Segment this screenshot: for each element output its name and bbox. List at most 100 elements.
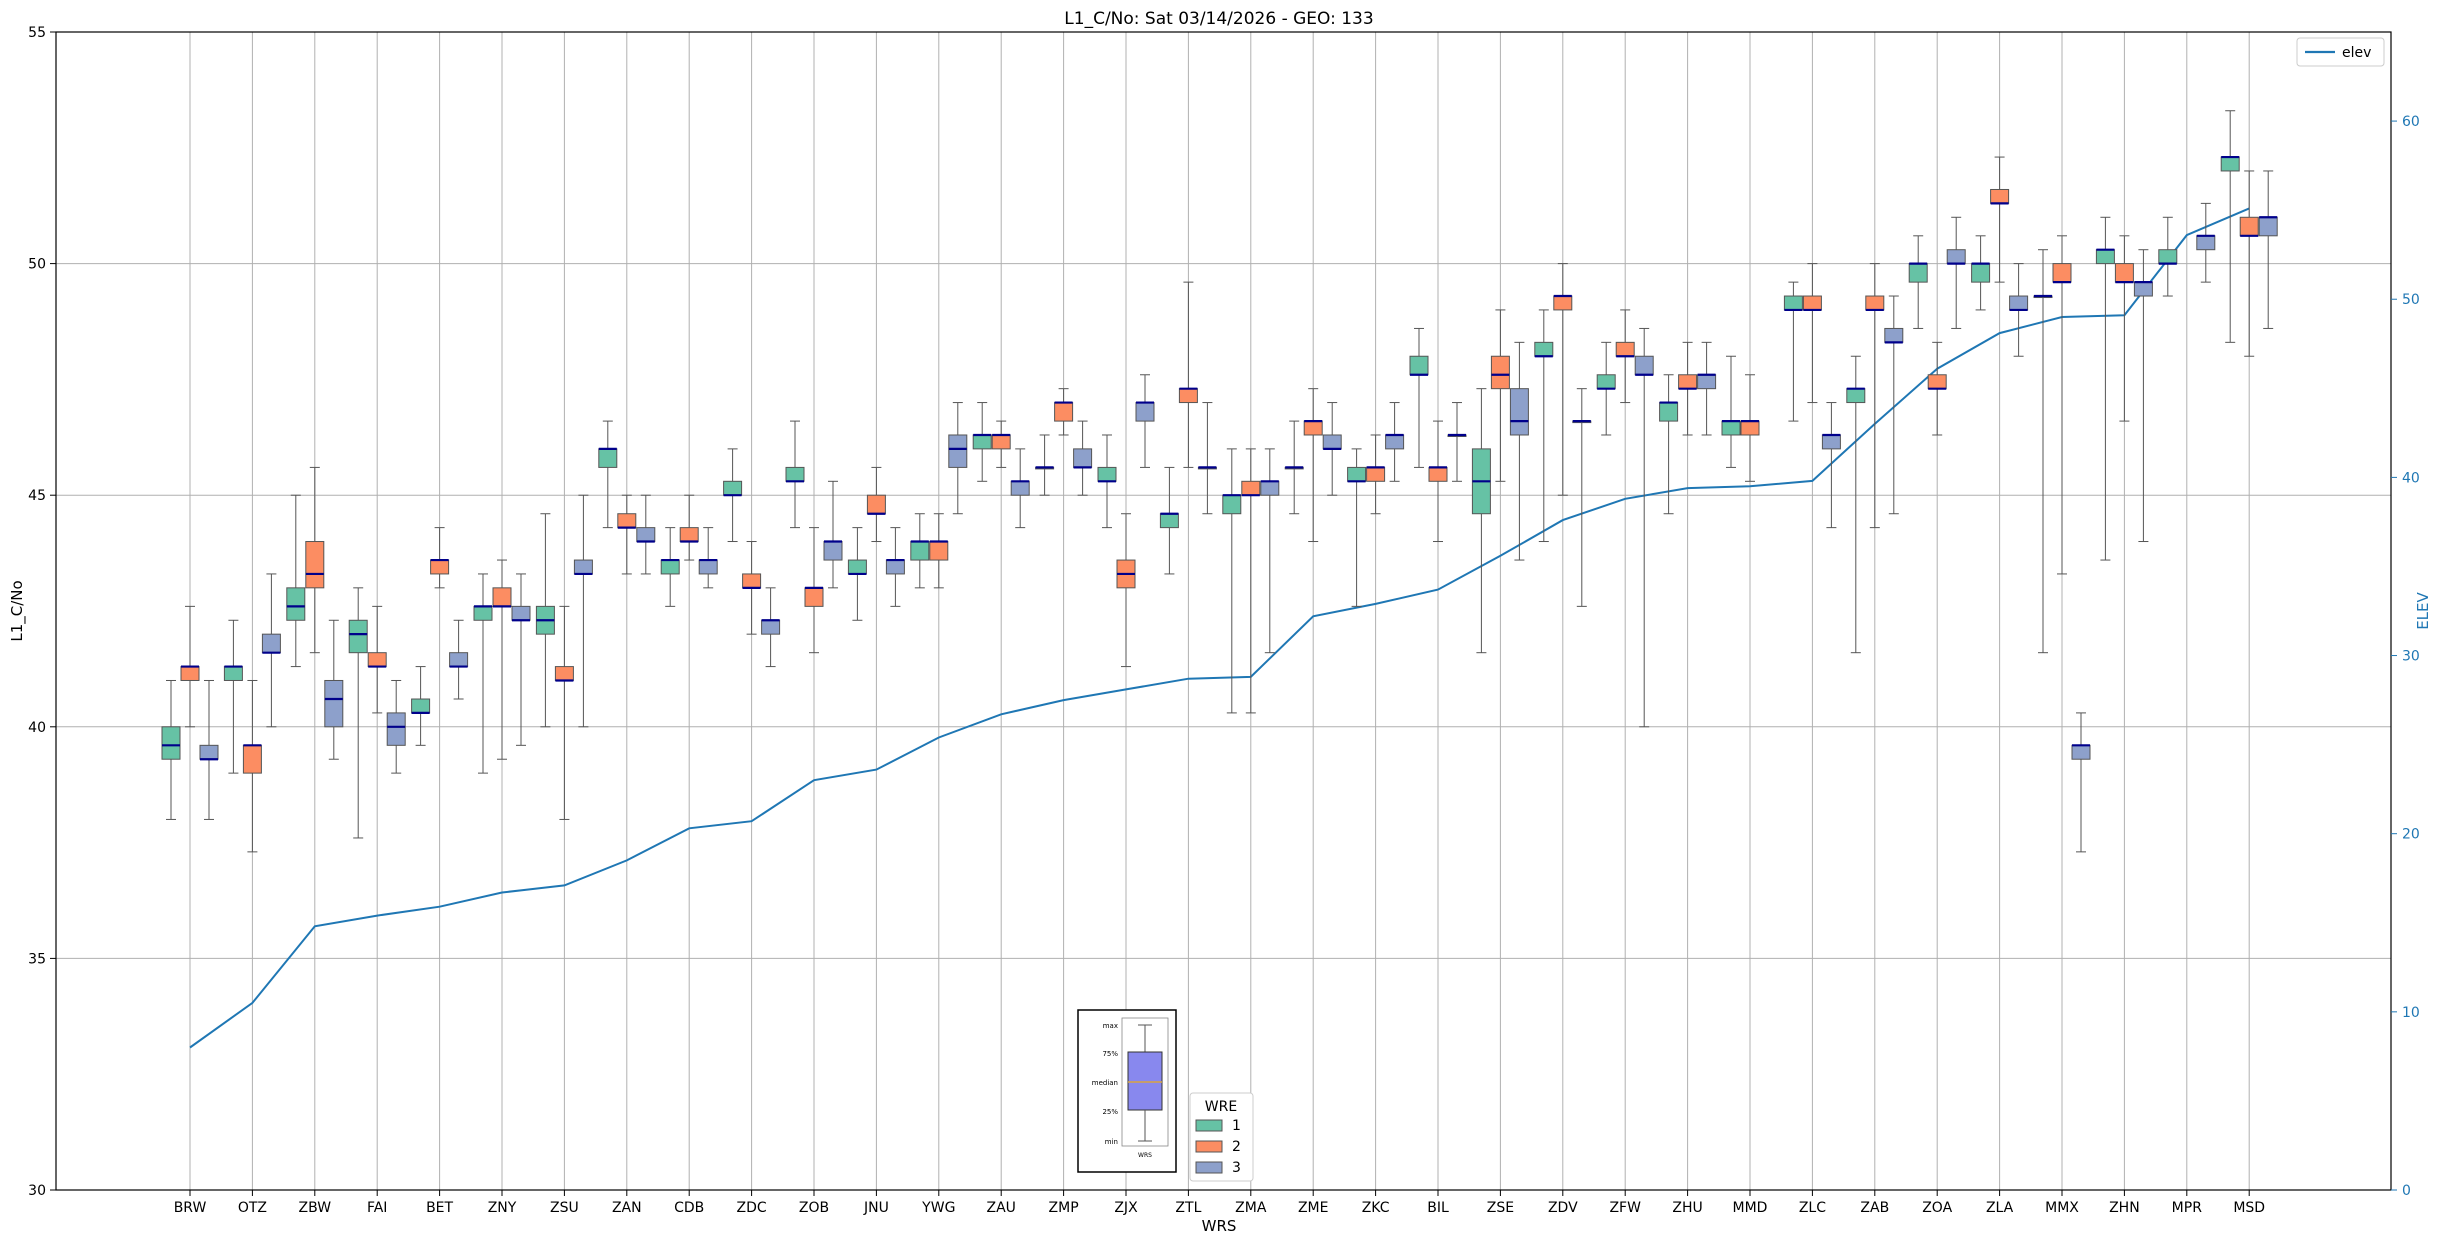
box-MMX-wre3: [2071, 712, 2091, 853]
x-axis-label: WRS: [1202, 1217, 1237, 1235]
iqr-box: [1322, 434, 1342, 450]
box-MSD-wre1: [2220, 110, 2240, 343]
box-ZMP-wre2: [1054, 388, 1074, 436]
iqr-box: [1596, 374, 1616, 390]
box-YWG-wre2: [929, 513, 949, 589]
iqr-box: [1908, 263, 1928, 283]
x-tick-label: ZMA: [1235, 1200, 1267, 1216]
x-tick-label: ZKC: [1362, 1200, 1390, 1216]
box-JNU-wre2: [866, 466, 886, 543]
box-BET-wre2: [430, 527, 450, 589]
iqr-box: [324, 679, 344, 728]
iqr-box: [1010, 480, 1030, 496]
iqr-box: [348, 619, 368, 654]
iqr-box: [430, 559, 450, 575]
iqr-box: [1927, 374, 1947, 390]
box-ZBW-wre1: [286, 494, 306, 668]
box-ZKC-wre2: [1366, 434, 1386, 515]
box-ZLC-wre2: [1802, 263, 1822, 404]
box-BIL-wre3: [1447, 402, 1467, 482]
iqr-box: [1783, 295, 1803, 311]
wre-legend-title: WRE: [1205, 1099, 1237, 1115]
x-tick-label: ZHN: [2109, 1200, 2140, 1216]
box-ZOB-wre3: [823, 480, 843, 589]
iqr-box: [1159, 513, 1179, 529]
iqr-box: [386, 712, 406, 746]
iqr-box: [1659, 402, 1679, 422]
wre-legend-label-3: 3: [1232, 1160, 1241, 1176]
inset-label-median: median: [1092, 1079, 1118, 1087]
box-ZJX-wre2: [1116, 513, 1136, 668]
iqr-box: [1241, 480, 1261, 496]
iqr-box: [698, 559, 718, 575]
iqr-box: [847, 559, 867, 575]
iqr-box: [2258, 216, 2278, 237]
box-FAI-wre2: [367, 605, 387, 714]
box-OTZ-wre2: [242, 679, 262, 853]
box-ZLC-wre3: [1821, 402, 1841, 529]
box-ZDV-wre1: [1534, 309, 1554, 543]
box-ZTL-wre3: [1197, 402, 1217, 515]
right-y-axis-label: ELEV: [2414, 591, 2432, 629]
iqr-box: [161, 726, 181, 760]
iqr-box: [199, 744, 219, 760]
iqr-box: [2095, 249, 2115, 265]
iqr-box: [991, 434, 1011, 450]
iqr-box: [2133, 281, 2153, 297]
box-ZLC-wre1: [1783, 281, 1803, 422]
x-tick-label: ZAB: [1860, 1200, 1889, 1216]
iqr-box: [2239, 216, 2259, 237]
right-y-tick-label: 0: [2402, 1183, 2411, 1199]
iqr-box: [660, 559, 680, 575]
box-ZFW-wre3: [1634, 327, 1654, 728]
iqr-box: [286, 587, 306, 621]
iqr-box: [1073, 448, 1093, 468]
iqr-box: [1802, 295, 1822, 311]
x-tick-label: ZME: [1298, 1200, 1329, 1216]
iqr-box: [1509, 388, 1529, 436]
right-y-axis: 0 10 20 30 40 50 60: [2391, 114, 2420, 1199]
box-YWG-wre1: [910, 513, 930, 589]
box-MMX-wre1: [2033, 249, 2053, 654]
box-ZJX-wre3: [1135, 374, 1155, 468]
x-axis: BRW OTZ ZBW FAI BET ZNY ZSU ZAN CDB ZDC ZOB JNU YWG Z…: [174, 1190, 2265, 1216]
box-MSD-wre2: [2239, 170, 2259, 357]
right-y-tick-label: 40: [2402, 470, 2420, 486]
box-ZKC-wre3: [1385, 402, 1405, 482]
x-tick-label: ZHU: [1672, 1200, 1702, 1216]
box-MPR-wre3: [2196, 202, 2216, 283]
box-JNU-wre3: [885, 527, 905, 607]
wre-legend-label-1: 1: [1232, 1118, 1241, 1134]
right-y-tick-label: 20: [2402, 827, 2420, 843]
iqr-box: [1260, 480, 1280, 496]
box-ZTL-wre1: [1159, 466, 1179, 575]
iqr-box: [742, 573, 762, 589]
x-tick-label: CDB: [674, 1200, 704, 1216]
box-ZNY-wre1: [473, 573, 493, 774]
box-ZMA-wre3: [1260, 448, 1280, 654]
x-tick-label: ZLA: [1986, 1200, 2014, 1216]
elev-legend-label: elev: [2342, 45, 2371, 61]
y-tick-label: 40: [28, 720, 46, 736]
x-tick-label: ZOA: [1922, 1200, 1952, 1216]
iqr-box: [1490, 355, 1510, 390]
box-key-inset: max 75% median 25% min WRS: [1077, 1009, 1177, 1173]
iqr-box: [1097, 466, 1117, 482]
iqr-box: [910, 541, 930, 561]
box-ZAB-wre1: [1846, 355, 1866, 654]
iqr-box: [573, 559, 593, 575]
iqr-box: [679, 527, 699, 543]
right-y-tick-label: 10: [2402, 1005, 2420, 1021]
box-ZME-wre1: [1284, 420, 1304, 515]
x-tick-label: MMD: [1733, 1200, 1768, 1216]
iqr-box: [511, 605, 531, 621]
iqr-box: [761, 619, 781, 635]
iqr-box: [1634, 355, 1654, 376]
box-ZAU-wre2: [991, 420, 1011, 468]
iqr-box: [1054, 402, 1074, 422]
iqr-box: [723, 480, 743, 496]
box-ZOA-wre2: [1927, 341, 1947, 436]
box-MPR-wre1: [2158, 216, 2178, 297]
iqr-box: [2220, 156, 2240, 172]
